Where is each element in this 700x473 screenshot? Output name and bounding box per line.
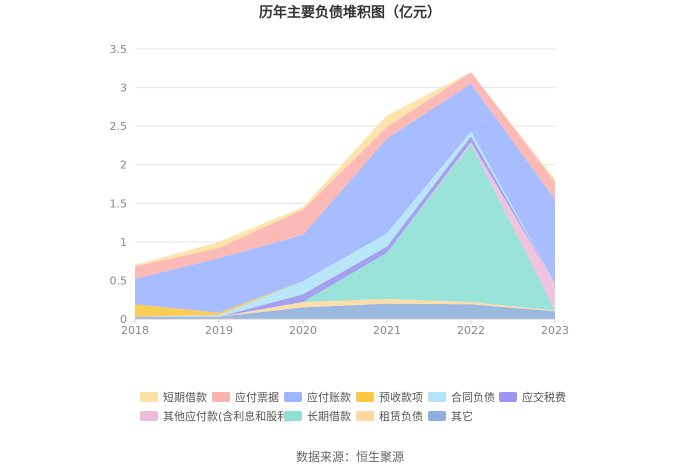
area-其它 bbox=[135, 303, 555, 319]
legend-swatch bbox=[356, 392, 374, 402]
legend-label: 预收款项 bbox=[379, 390, 423, 404]
y-tick-label: 3.5 bbox=[110, 43, 128, 56]
y-tick-label: 1.5 bbox=[110, 197, 128, 210]
legend-item[interactable]: 预收款项 bbox=[356, 390, 423, 404]
x-tick-label: 2018 bbox=[121, 324, 149, 337]
y-tick-label: 0 bbox=[120, 313, 127, 326]
legend-item[interactable]: 应付账款 bbox=[284, 390, 351, 404]
legend-swatch bbox=[428, 411, 446, 421]
area-长期借款 bbox=[135, 143, 555, 317]
legend-item[interactable]: 长期借款 bbox=[284, 409, 351, 423]
legend-swatch bbox=[140, 392, 158, 402]
y-tick-label: 2.5 bbox=[110, 120, 128, 133]
legend-item[interactable]: 其他应付款(含利息和股利) bbox=[140, 409, 293, 423]
x-tick-label: 2020 bbox=[289, 324, 317, 337]
y-tick-label: 0.5 bbox=[110, 274, 128, 287]
legend-label: 租赁负债 bbox=[379, 409, 423, 423]
legend-item[interactable]: 短期借款 bbox=[140, 390, 207, 404]
axes: 0 0.5 1 1.5 2 2.5 3 3.5 2018 2019 2020 2021 2022 2023 bbox=[110, 43, 570, 337]
legend-swatch bbox=[212, 392, 230, 402]
legend-item[interactable]: 其它 bbox=[428, 409, 473, 423]
legend-label: 应付票据 bbox=[235, 390, 279, 404]
x-tick-label: 2023 bbox=[541, 324, 569, 337]
legend-item[interactable]: 租赁负债 bbox=[356, 409, 423, 423]
legend-swatch bbox=[284, 392, 302, 402]
legend-label: 合同负债 bbox=[451, 390, 495, 404]
legend-swatch bbox=[140, 411, 158, 421]
x-tick-label: 2022 bbox=[457, 324, 485, 337]
legend-item[interactable]: 应交税费 bbox=[499, 390, 566, 404]
x-tick-label: 2021 bbox=[373, 324, 401, 337]
chart-title: 历年主要负债堆积图（亿元） bbox=[259, 4, 441, 21]
legend-label: 其它 bbox=[451, 409, 473, 423]
legend-label: 其他应付款(含利息和股利) bbox=[163, 409, 293, 423]
legend-label: 应付账款 bbox=[307, 390, 351, 404]
legend-item[interactable]: 应付票据 bbox=[212, 390, 279, 404]
legend-swatch bbox=[356, 411, 374, 421]
legend-swatch bbox=[428, 392, 446, 402]
legend-item[interactable]: 合同负债 bbox=[428, 390, 495, 404]
legend-swatch bbox=[284, 411, 302, 421]
areas bbox=[135, 72, 555, 319]
legend-swatch bbox=[499, 392, 517, 402]
source-note: 数据来源：恒生聚源 bbox=[296, 449, 404, 464]
y-tick-label: 3 bbox=[120, 82, 127, 95]
area-租赁负债 bbox=[135, 298, 555, 317]
legend-label: 应交税费 bbox=[522, 390, 566, 404]
area-应付票据 bbox=[135, 72, 555, 279]
x-tick-label: 2019 bbox=[205, 324, 233, 337]
y-tick-label: 1 bbox=[120, 236, 127, 249]
legend-label: 短期借款 bbox=[163, 390, 207, 404]
y-tick-label: 2 bbox=[120, 159, 127, 172]
legend-label: 长期借款 bbox=[307, 409, 351, 423]
area-应付账款 bbox=[135, 83, 555, 313]
